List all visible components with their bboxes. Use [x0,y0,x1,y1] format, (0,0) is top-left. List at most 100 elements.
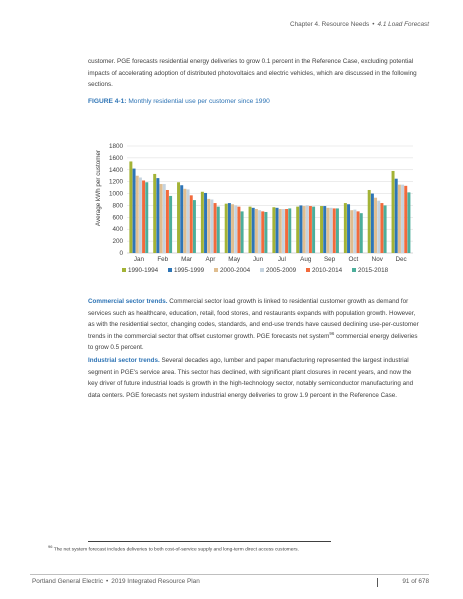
commercial-paragraph: Commercial sector trends. Commercial sec… [88,296,420,354]
bar-oct-2015-2018 [359,213,363,253]
x-tick-label: Jun [253,256,264,263]
bar-nov-2005-2009 [377,200,381,253]
x-tick-label: Apr [206,256,216,263]
x-tick-label: Jul [278,256,286,263]
bar-feb-2000-2004 [159,184,163,253]
bar-mar-1995-1999 [180,185,184,253]
industrial-text: Several decades ago, lumber and paper ma… [88,357,414,399]
bar-apr-2000-2004 [207,198,211,253]
legend-swatch [260,268,264,272]
header-separator: • [372,21,375,28]
industrial-heading: Industrial sector trends. [88,357,160,364]
bar-apr-2010-2014 [213,203,217,253]
bar-aug-2000-2004 [302,206,306,253]
bar-jul-1995-1999 [275,207,279,253]
bar-sep-2000-2004 [326,207,330,253]
chart-legend: 1990-1994 1995-1999 2000-2004 2005-2009 2010… [122,267,389,274]
bar-aug-2005-2009 [305,205,309,253]
legend-swatch [352,268,356,272]
bar-jun-2010-2014 [261,211,265,253]
bar-feb-2015-2018 [169,195,173,253]
y-tick-label: 0 [119,250,123,257]
bar-dec-2010-2014 [404,185,408,253]
bar-jun-2005-2009 [258,210,262,253]
bar-dec-1990-1994 [391,170,395,253]
commercial-text-b: commercial energy deliveries to grow 0.5… [88,332,418,352]
bar-may-2015-2018 [240,211,244,253]
footnote-text: The net system forecast includes deliver… [52,547,299,553]
legend-swatch [122,268,126,272]
y-tick-label: 800 [112,202,123,209]
bar-oct-2000-2004 [350,210,354,253]
bar-jan-2010-2014 [142,180,146,253]
y-tick-label: 200 [112,238,123,245]
footer-doc: 2019 Integrated Resource Plan [111,578,200,585]
chart-y-ticks: 0 200 400 600 800 1000 1200 1400 1600 1800 [109,143,124,257]
bar-feb-1995-1999 [156,178,160,253]
x-tick-label: May [228,256,241,263]
x-tick-label: Oct [349,256,359,263]
page-number: 91 of 678 [402,578,429,585]
bar-oct-2005-2009 [353,209,357,253]
figure-label: FIGURE 4-1: [88,98,127,105]
x-tick-label: Nov [372,256,384,263]
bar-dec-2015-2018 [407,192,411,253]
bar-may-2010-2014 [237,206,241,253]
legend-label: 2015-2018 [358,267,389,274]
bar-jul-2005-2009 [281,209,285,253]
bar-mar-1990-1994 [177,182,181,253]
bar-oct-1990-1994 [343,203,347,253]
footnote-ref[interactable]: 96 [329,330,335,336]
y-tick-label: 1000 [109,191,124,198]
page-header: Chapter 4. Resource Needs • 4.1 Load Forec… [290,21,429,28]
legend-swatch [214,268,218,272]
bar-may-1990-1994 [224,203,228,253]
bar-dec-2000-2004 [397,184,401,253]
bar-jan-2000-2004 [135,175,139,253]
bar-sep-2010-2014 [332,208,336,253]
footnote-divider [88,541,331,542]
footer-org: Portland General Electric [32,578,104,585]
y-tick-label: 1800 [109,143,124,150]
bar-sep-2005-2009 [329,207,333,253]
bar-jun-2000-2004 [254,209,258,253]
bar-apr-2005-2009 [210,199,214,253]
legend-label: 2000-2004 [220,267,251,274]
y-tick-label: 600 [112,214,123,221]
bar-feb-2005-2009 [162,184,166,253]
legend-label: 2010-2014 [312,267,343,274]
footnote-number: 96 [48,544,53,549]
y-tick-label: 400 [112,226,123,233]
footer-left: Portland General Electric • 2019 Integrate… [32,578,200,585]
bar-apr-1990-1994 [200,191,204,253]
chapter-title: Chapter 4. Resource Needs [290,21,370,28]
legend-label: 2005-2009 [266,267,297,274]
legend-label: 1990-1994 [128,267,159,274]
footer-divider [30,574,429,575]
bar-nov-2010-2014 [380,203,384,253]
x-tick-label: Aug [300,256,312,263]
x-tick-label: Mar [181,256,192,263]
bar-jan-1990-1994 [129,161,133,253]
bar-apr-1995-1999 [204,192,208,253]
bar-jun-1995-1999 [251,207,255,253]
figure-title: Monthly residential use per customer sin… [128,98,270,105]
legend-swatch [168,268,172,272]
monthly-use-chart: 0 200 400 600 800 1000 1200 1400 1600 1800 Jan Feb… [95,143,413,274]
x-tick-label: Jan [134,256,145,263]
bar-sep-2015-2018 [335,208,339,253]
legend-label: 1995-1999 [174,267,205,274]
bar-mar-2000-2004 [183,188,187,253]
bar-may-2000-2004 [231,204,235,253]
bar-sep-1995-1999 [323,206,327,253]
commercial-text-a: Commercial sector load growth is linked … [88,298,419,340]
chart-y-axis-label: Average kWh per customer [95,150,102,226]
bar-jun-2015-2018 [264,211,268,253]
y-tick-label: 1400 [109,167,124,174]
bar-aug-2015-2018 [312,206,316,253]
bar-nov-1995-1999 [370,193,374,253]
legend-swatch [306,268,310,272]
x-tick-label: Dec [395,256,406,263]
bar-dec-2005-2009 [401,184,405,253]
bar-jan-2005-2009 [138,177,142,253]
